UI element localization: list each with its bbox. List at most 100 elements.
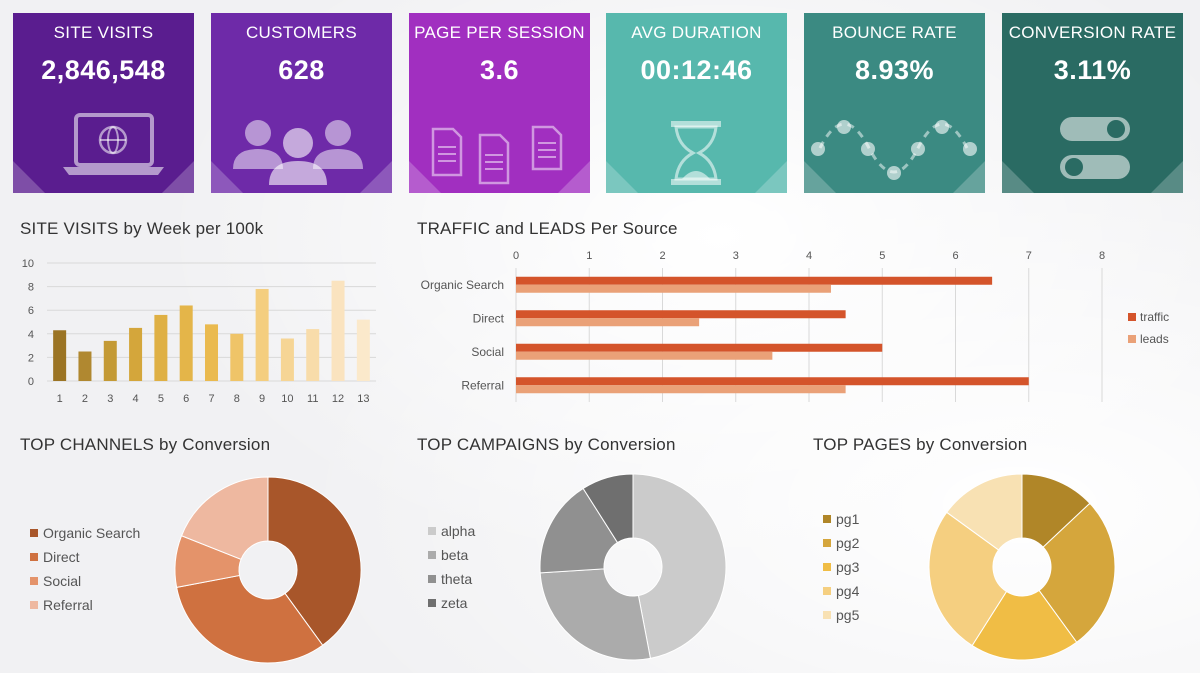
x-tick-label: 3 — [733, 250, 739, 262]
legend-swatch — [1128, 335, 1136, 343]
slice-pg3 — [971, 589, 1078, 661]
tile-corner-decoration — [360, 161, 392, 193]
bar-week-1 — [53, 330, 67, 381]
kpi-value: 3.6 — [479, 55, 520, 85]
traffic-title: TRAFFIC and LEADS Per Source — [417, 219, 678, 238]
category-label: Social — [471, 345, 504, 359]
slice-pg5 — [946, 473, 1023, 551]
kpi-value: 3.11% — [1053, 55, 1132, 85]
y-tick-label: 8 — [28, 282, 34, 294]
kpi-tile-conversion-rate: CONVERSION RATE 3.11% — [1002, 13, 1183, 193]
bar-week-12 — [331, 280, 345, 381]
x-tick-label: 5 — [158, 393, 164, 405]
legend-swatch — [428, 599, 436, 607]
bar-week-13 — [356, 319, 370, 381]
legend-swatch — [823, 587, 831, 595]
channels-legend: Organic Search Direct Social Referral — [30, 521, 140, 617]
bar-leads-direct — [516, 318, 700, 327]
tile-corner-decoration — [804, 161, 836, 193]
bar-week-7 — [205, 324, 218, 381]
tile-corner-decoration — [606, 161, 638, 193]
y-tick-label: 2 — [28, 352, 34, 364]
legend-label: Referral — [43, 597, 93, 613]
legend-swatch — [823, 539, 831, 547]
x-tick-label: 2 — [659, 250, 665, 262]
legend-label: pg5 — [836, 607, 860, 623]
legend-label: alpha — [441, 523, 476, 539]
toggle-switch-icon — [1060, 117, 1130, 179]
legend-label: pg1 — [836, 511, 860, 527]
legend-item: pg4 — [823, 579, 859, 603]
bar-week-2 — [78, 351, 92, 381]
hourglass-icon — [671, 121, 721, 185]
bar-week-11 — [306, 329, 320, 381]
x-tick-label: 6 — [183, 393, 189, 405]
channels-title: TOP CHANNELS by Conversion — [20, 435, 271, 454]
x-tick-label: 10 — [281, 393, 293, 405]
wave-dots-icon — [811, 120, 977, 180]
kpi-tile-bounce-rate: BOUNCE RATE 8.93% — [804, 13, 985, 193]
legend-label: pg4 — [836, 583, 860, 599]
legend-swatch — [428, 551, 436, 559]
legend-swatch — [428, 527, 436, 535]
kpi-title: CONVERSION RATE — [1008, 23, 1177, 42]
bar-traffic-organic-search — [516, 276, 993, 285]
legend-swatch — [30, 577, 38, 585]
x-tick-label: 2 — [82, 393, 88, 405]
pages-legend: pg1 pg2 pg3 pg4 pg5 — [823, 507, 859, 627]
x-tick-label: 5 — [879, 250, 885, 262]
bar-week-8 — [230, 333, 244, 381]
category-label: Direct — [473, 311, 505, 325]
kpi-title: SITE VISITS — [53, 23, 154, 42]
x-tick-label: 4 — [133, 393, 139, 405]
laptop-globe-icon — [63, 113, 164, 175]
kpi-value: 2,846,548 — [41, 55, 166, 85]
kpi-tile-customers: CUSTOMERS 628 — [211, 13, 392, 193]
x-tick-label: 11 — [307, 393, 318, 405]
y-tick-label: 4 — [28, 329, 34, 341]
kpi-value: 8.93% — [854, 55, 935, 85]
x-tick-label: 7 — [208, 393, 214, 405]
legend-label: Social — [43, 573, 82, 589]
bar-traffic-referral — [516, 377, 1029, 386]
kpi-value: 628 — [278, 55, 325, 85]
kpi-value: 00:12:46 — [640, 55, 753, 85]
legend-swatch — [30, 553, 38, 561]
campaigns-legend: alpha beta theta zeta — [428, 519, 475, 615]
kpi-title: CUSTOMERS — [245, 23, 357, 42]
legend-label: pg2 — [836, 535, 860, 551]
legend-item: Social — [30, 569, 140, 593]
legend-item: beta — [428, 543, 475, 567]
kpi-title: AVG DURATION — [631, 23, 762, 42]
bar-week-5 — [154, 314, 168, 381]
bar-week-10 — [280, 338, 294, 381]
kpi-tile-site-visits: SITE VISITS 2,846,548 — [13, 13, 194, 193]
category-label: Referral — [461, 378, 504, 392]
slice-pg2 — [1038, 502, 1116, 643]
legend-label: Direct — [43, 549, 80, 565]
tile-corner-decoration — [211, 161, 243, 193]
bar-leads-referral — [516, 385, 846, 394]
x-tick-label: 12 — [332, 393, 344, 405]
bar-week-4 — [129, 327, 143, 381]
legend-item: Referral — [30, 593, 140, 617]
legend-item: theta — [428, 567, 475, 591]
kpi-tile-page-per-session: PAGE PER SESSION 3.6 — [409, 13, 590, 193]
x-tick-label: 6 — [952, 250, 958, 262]
bar-week-3 — [103, 340, 117, 381]
legend-label: pg3 — [836, 559, 860, 575]
kpi-title: BOUNCE RATE — [832, 23, 957, 42]
legend-swatch — [823, 611, 831, 619]
x-tick-label: 8 — [1099, 250, 1105, 262]
tile-corner-decoration — [1151, 161, 1183, 193]
slice-pg4 — [928, 511, 1008, 647]
x-tick-label: 7 — [1026, 250, 1032, 262]
x-tick-label: 8 — [234, 393, 240, 405]
x-tick-label: 9 — [259, 393, 265, 405]
legend-swatch — [823, 515, 831, 523]
legend-label: traffic — [1140, 310, 1169, 324]
tile-corner-decoration — [13, 161, 45, 193]
slice-organic-search — [267, 476, 362, 646]
slice-beta — [539, 568, 652, 661]
y-tick-label: 0 — [28, 376, 34, 388]
